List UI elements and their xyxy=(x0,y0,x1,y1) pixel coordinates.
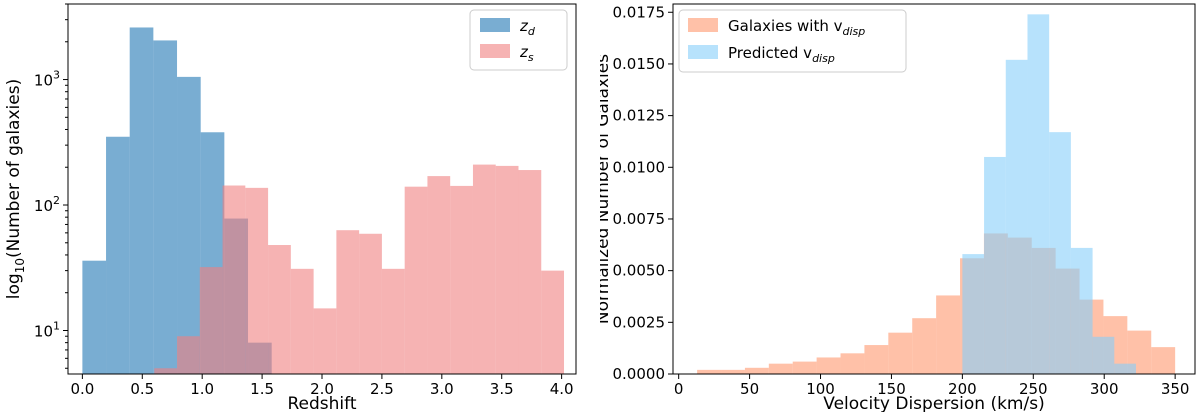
redshift-y-tick-label: 102 xyxy=(34,194,60,215)
redshift-y-tick-label: 103 xyxy=(34,69,60,90)
redshift-ticks: 0.0 0.5 1.0 1.5 2.0 2.5 3.0 3.5 4.0 101 102 103 xyxy=(34,3,574,398)
legend-frame xyxy=(678,9,907,73)
velocity-bar-series-1 xyxy=(962,254,985,374)
velocity-bar-series-0 xyxy=(697,369,722,374)
velocity-bar-series-0 xyxy=(864,345,889,374)
velocity-bar-series-0 xyxy=(1127,330,1152,374)
velocity-bar-series-0 xyxy=(936,295,961,374)
velocity-x-tick-label: 100 xyxy=(806,380,835,398)
legend-label-zs: zs xyxy=(519,43,534,64)
velocity-x-tick-label: 350 xyxy=(1161,380,1190,398)
velocity-y-tick-label: 0.0050 xyxy=(613,262,666,280)
redshift-bar-series-1 xyxy=(154,368,178,374)
velocity-bar-series-0 xyxy=(912,318,937,374)
redshift-bar-series-1 xyxy=(381,268,405,374)
velocity-bar-series-0 xyxy=(721,369,745,374)
redshift-bar-series-1 xyxy=(472,164,496,374)
velocity-bar-series-0 xyxy=(792,361,817,374)
redshift-bar-series-1 xyxy=(450,185,473,374)
redshift-bar-series-1 xyxy=(245,187,269,374)
velocity-ticks: 0 50 100 150 200 250 300 350 0.0000 0.0025 0.0050 0… xyxy=(613,3,1190,398)
velocity-bar-series-1 xyxy=(1049,132,1071,374)
redshift-y-tick-label: 101 xyxy=(34,319,60,340)
velocity-bar-series-1 xyxy=(1092,336,1115,374)
redshift-histogram-chart: 0.0 0.5 1.0 1.5 2.0 2.5 3.0 3.5 4.0 101 102 103 Red… xyxy=(4,3,577,412)
redshift-x-tick-label: 0.0 xyxy=(70,380,94,398)
velocity-y-tick-label: 0.0000 xyxy=(613,365,666,383)
velocity-bar-series-1 xyxy=(1027,14,1050,375)
redshift-x-axis-label: Redshift xyxy=(287,394,356,412)
redshift-bar-series-0 xyxy=(129,27,154,374)
redshift-x-tick-label: 4.0 xyxy=(550,380,574,398)
velocity-y-axis-label: Normalized Number of Galaxies xyxy=(600,54,613,324)
redshift-x-tick-label: 1.5 xyxy=(250,380,274,398)
redshift-x-tick-label: 3.5 xyxy=(490,380,514,398)
legend-swatch-zd xyxy=(480,18,510,32)
redshift-bar-series-1 xyxy=(359,233,382,374)
velocity-x-tick-label: 250 xyxy=(1019,380,1048,398)
velocity-y-tick-label: 0.0025 xyxy=(613,313,666,331)
velocity-bar-series-0 xyxy=(768,363,793,374)
redshift-bars xyxy=(82,27,565,375)
velocity-x-tick-label: 0 xyxy=(674,380,684,398)
velocity-bar-series-0 xyxy=(744,367,769,374)
legend-label-galaxies-with-vdisp: Galaxies with vdisp xyxy=(728,17,865,38)
redshift-bar-series-1 xyxy=(404,186,428,374)
velocity-bar-series-0 xyxy=(840,353,865,374)
redshift-x-tick-label: 3.0 xyxy=(430,380,454,398)
redshift-x-tick-label: 2.5 xyxy=(370,380,394,398)
redshift-bar-series-1 xyxy=(199,267,223,374)
legend-swatch-predicted-vdisp xyxy=(688,45,718,59)
velocity-y-tick-label: 0.0175 xyxy=(613,3,666,21)
redshift-x-tick-label: 0.5 xyxy=(130,380,154,398)
redshift-legend: zd zs xyxy=(469,9,568,71)
velocity-y-tick-label: 0.0100 xyxy=(613,158,666,176)
redshift-bar-series-1 xyxy=(541,270,565,374)
velocity-x-tick-label: 300 xyxy=(1090,380,1119,398)
velocity-bars xyxy=(697,14,1176,375)
redshift-bar-series-0 xyxy=(177,76,201,374)
velocity-bar-series-1 xyxy=(984,156,1006,374)
redshift-y-axis-label: log10(Number of galaxies) xyxy=(4,79,27,299)
velocity-bar-series-0 xyxy=(888,332,913,374)
velocity-x-tick-label: 200 xyxy=(948,380,977,398)
velocity-bar-series-0 xyxy=(1151,347,1176,374)
redshift-bar-series-1 xyxy=(177,336,200,374)
legend-swatch-zs xyxy=(480,44,510,58)
velocity-y-tick-label: 0.0075 xyxy=(613,210,666,228)
velocity-dispersion-histogram-chart: 0 50 100 150 200 250 300 350 0.0000 0.0025 0.0050 0… xyxy=(600,3,1196,412)
redshift-bar-series-1 xyxy=(268,245,291,374)
redshift-bar-series-0 xyxy=(82,260,107,374)
legend-swatch-galaxies-with-vdisp xyxy=(688,18,718,32)
velocity-x-axis-label: Velocity Dispersion (km/s) xyxy=(823,394,1044,412)
velocity-bar-series-1 xyxy=(1070,247,1093,374)
velocity-x-tick-label: 150 xyxy=(877,380,906,398)
redshift-bar-series-1 xyxy=(313,308,337,374)
redshift-bar-series-1 xyxy=(518,170,542,374)
redshift-bar-series-1 xyxy=(495,165,519,374)
velocity-y-tick-label: 0.0150 xyxy=(613,55,666,73)
velocity-bar-series-0 xyxy=(816,357,841,374)
redshift-bar-series-1 xyxy=(427,176,451,374)
velocity-x-tick-label: 50 xyxy=(740,380,759,398)
redshift-bar-series-0 xyxy=(153,40,178,375)
redshift-x-tick-label: 1.0 xyxy=(190,380,214,398)
velocity-legend: Galaxies with vdisp Predicted vdisp xyxy=(678,9,907,73)
redshift-bar-series-1 xyxy=(222,185,246,374)
legend-label-predicted-vdisp: Predicted vdisp xyxy=(728,44,835,65)
velocity-y-tick-label: 0.0125 xyxy=(613,107,666,125)
redshift-bar-series-1 xyxy=(336,230,360,374)
redshift-x-tick-label: 2.0 xyxy=(310,380,334,398)
velocity-bar-series-1 xyxy=(1005,59,1028,375)
velocity-axes-frame xyxy=(672,3,1196,375)
redshift-bar-series-0 xyxy=(106,136,130,374)
legend-label-zd: zd xyxy=(519,17,536,38)
velocity-bar-series-1 xyxy=(1114,363,1136,374)
redshift-bar-series-1 xyxy=(290,268,314,374)
